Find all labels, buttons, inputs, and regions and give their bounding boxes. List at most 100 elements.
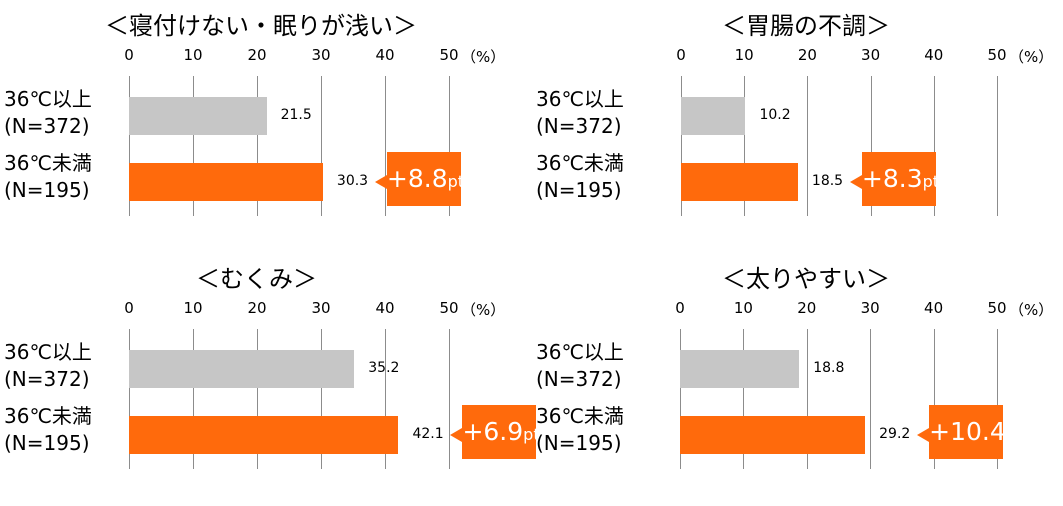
axis-tick-label: 50 xyxy=(987,46,1007,64)
axis-tick-label: 40 xyxy=(375,299,395,317)
difference-badge: +8.3pt xyxy=(861,152,940,206)
bar-value-label: 10.2 xyxy=(759,107,791,123)
gridline xyxy=(449,76,450,216)
bar-above-36 xyxy=(129,350,355,388)
category-name: 36℃以上 xyxy=(4,340,92,364)
gridline xyxy=(933,76,935,216)
difference-badge: +8.8pt xyxy=(386,152,465,206)
bar-value-label: 21.5 xyxy=(280,107,312,123)
gridline xyxy=(257,76,258,216)
panel-title: ＜むくみ＞ xyxy=(196,265,317,293)
chart-panel-digestive: ＜胃腸の不調＞ 0 10 20 30 40 50 （%） 36℃以上 (N=372) 36℃未満 (N… xyxy=(532,0,1063,253)
difference-value: +6.9 xyxy=(462,417,524,446)
difference-value: +10.4 xyxy=(929,417,1006,446)
axis-tick-label: 0 xyxy=(676,46,686,64)
bar-above-36 xyxy=(680,350,800,388)
category-name: 36℃以上 xyxy=(536,340,624,364)
gridline xyxy=(321,329,322,469)
axis-tick-label: 0 xyxy=(124,299,134,317)
axis-line xyxy=(681,76,682,216)
gridline xyxy=(806,329,808,469)
gridline xyxy=(193,76,194,216)
category-name: 36℃未満 xyxy=(536,151,624,175)
axis-tick-label: 0 xyxy=(124,46,134,64)
category-label: 36℃未満 (N=195) xyxy=(536,403,624,457)
gridline xyxy=(743,329,745,469)
axis-tick-label: 20 xyxy=(247,299,267,317)
gridline xyxy=(997,329,998,469)
category-name: 36℃未満 xyxy=(4,151,92,175)
axis-tick-label: 40 xyxy=(924,46,944,64)
difference-value: +8.3 xyxy=(861,164,923,193)
difference-unit: pt xyxy=(523,425,540,444)
axis-tick-label: 50 xyxy=(439,299,459,317)
difference-value: +8.8 xyxy=(386,164,448,193)
bar-value-label: 18.5 xyxy=(811,173,844,189)
category-sample-size: (N=195) xyxy=(4,178,90,202)
axis-line xyxy=(680,329,681,469)
axis-tick-label: 40 xyxy=(375,46,395,64)
chart-panel-sleep: ＜寝付けない・眠りが浅い＞ 0 10 20 30 40 50 （%） 36℃以上 (N=372) 3… xyxy=(0,0,531,253)
axis-tick-label: 10 xyxy=(183,299,203,317)
difference-pointer xyxy=(374,175,387,189)
axis-tick-label: 0 xyxy=(675,299,685,317)
category-label: 36℃以上 (N=372) xyxy=(4,339,92,393)
axis-tick-label: 30 xyxy=(860,299,880,317)
category-name: 36℃未満 xyxy=(4,404,92,428)
bar-value-label: 30.3 xyxy=(336,173,369,189)
bar-above-36 xyxy=(129,97,267,135)
bar-below-36 xyxy=(681,163,798,201)
difference-badge: +6.9pt xyxy=(462,405,540,459)
category-sample-size: (N=372) xyxy=(536,367,622,391)
difference-pointer xyxy=(450,428,463,442)
gridline xyxy=(321,76,322,216)
panel-title: ＜太りやすい＞ xyxy=(722,265,890,293)
gridline xyxy=(870,76,872,216)
difference-pointer xyxy=(917,428,930,442)
category-label: 36℃以上 (N=372) xyxy=(4,86,92,140)
axis-unit-label: （%） xyxy=(1009,301,1054,319)
axis-tick-label: 20 xyxy=(797,46,817,64)
gridline xyxy=(744,76,746,216)
gridline xyxy=(807,76,809,216)
difference-unit: pt xyxy=(447,172,465,191)
category-label: 36℃以上 (N=372) xyxy=(536,339,624,393)
category-sample-size: (N=372) xyxy=(536,114,622,138)
axis-line xyxy=(129,76,130,216)
category-sample-size: (N=195) xyxy=(536,178,622,202)
bar-below-36 xyxy=(680,416,866,454)
bar-value-label: 18.8 xyxy=(813,360,845,376)
category-name: 36℃以上 xyxy=(4,87,92,111)
axis-unit-label: （%） xyxy=(461,301,506,319)
bar-value-label: 42.1 xyxy=(412,426,444,442)
gridline xyxy=(257,329,258,469)
category-name: 36℃未満 xyxy=(536,404,624,428)
axis-tick-label: 50 xyxy=(987,299,1007,317)
panel-title: ＜寝付けない・眠りが浅い＞ xyxy=(105,12,417,40)
bar-value-label: 29.2 xyxy=(879,426,911,442)
bar-below-36 xyxy=(129,416,399,454)
axis-tick-label: 20 xyxy=(247,46,267,64)
axis-tick-label: 10 xyxy=(734,46,754,64)
gridline xyxy=(997,76,998,216)
gridline xyxy=(870,329,872,469)
gridline xyxy=(385,76,386,216)
category-label: 36℃以上 (N=372) xyxy=(536,86,624,140)
axis-unit-label: （%） xyxy=(1009,48,1054,66)
category-label: 36℃未満 (N=195) xyxy=(4,403,92,457)
difference-unit: pt xyxy=(922,172,940,191)
difference-pointer xyxy=(849,175,862,189)
category-label: 36℃未満 (N=195) xyxy=(4,150,92,204)
chart-panel-swelling: ＜むくみ＞ 0 10 20 30 40 50 （%） 36℃以上 (N=372) 36℃未満 (N=1… xyxy=(0,253,540,506)
difference-badge: +10.4pt xyxy=(929,405,1022,459)
axis-tick-label: 10 xyxy=(733,299,753,317)
axis-tick-label: 30 xyxy=(311,46,331,64)
axis-tick-label: 30 xyxy=(861,46,881,64)
category-name: 36℃以上 xyxy=(536,87,624,111)
category-label: 36℃未満 (N=195) xyxy=(536,150,624,204)
bar-above-36 xyxy=(681,97,746,135)
category-sample-size: (N=372) xyxy=(4,114,90,138)
category-sample-size: (N=195) xyxy=(4,431,90,455)
axis-tick-label: 20 xyxy=(797,299,817,317)
panel-title: ＜胃腸の不調＞ xyxy=(722,12,890,40)
